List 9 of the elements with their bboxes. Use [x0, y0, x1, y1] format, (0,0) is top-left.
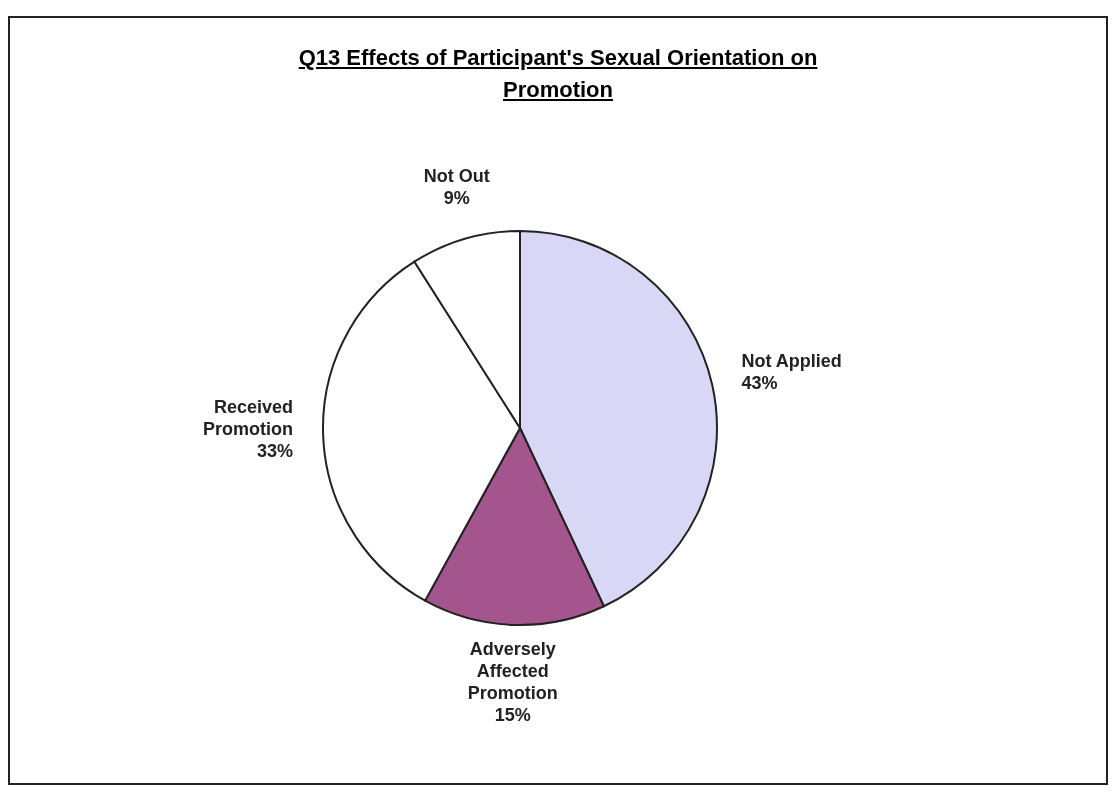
chart-title: Q13 Effects of Participant's Sexual Orientation on Promotion	[298, 44, 818, 104]
data-label: 9%	[443, 188, 470, 209]
slice-label: Adversely Affected Promotion	[467, 638, 558, 703]
slice-label: Not Applied	[741, 351, 842, 372]
data-label: 33%	[257, 441, 294, 462]
data-label: 15%	[494, 704, 531, 725]
data-label: 43%	[741, 373, 778, 394]
slice-label: Received Promotion	[203, 397, 294, 440]
slice-label: Not Out	[423, 166, 490, 187]
